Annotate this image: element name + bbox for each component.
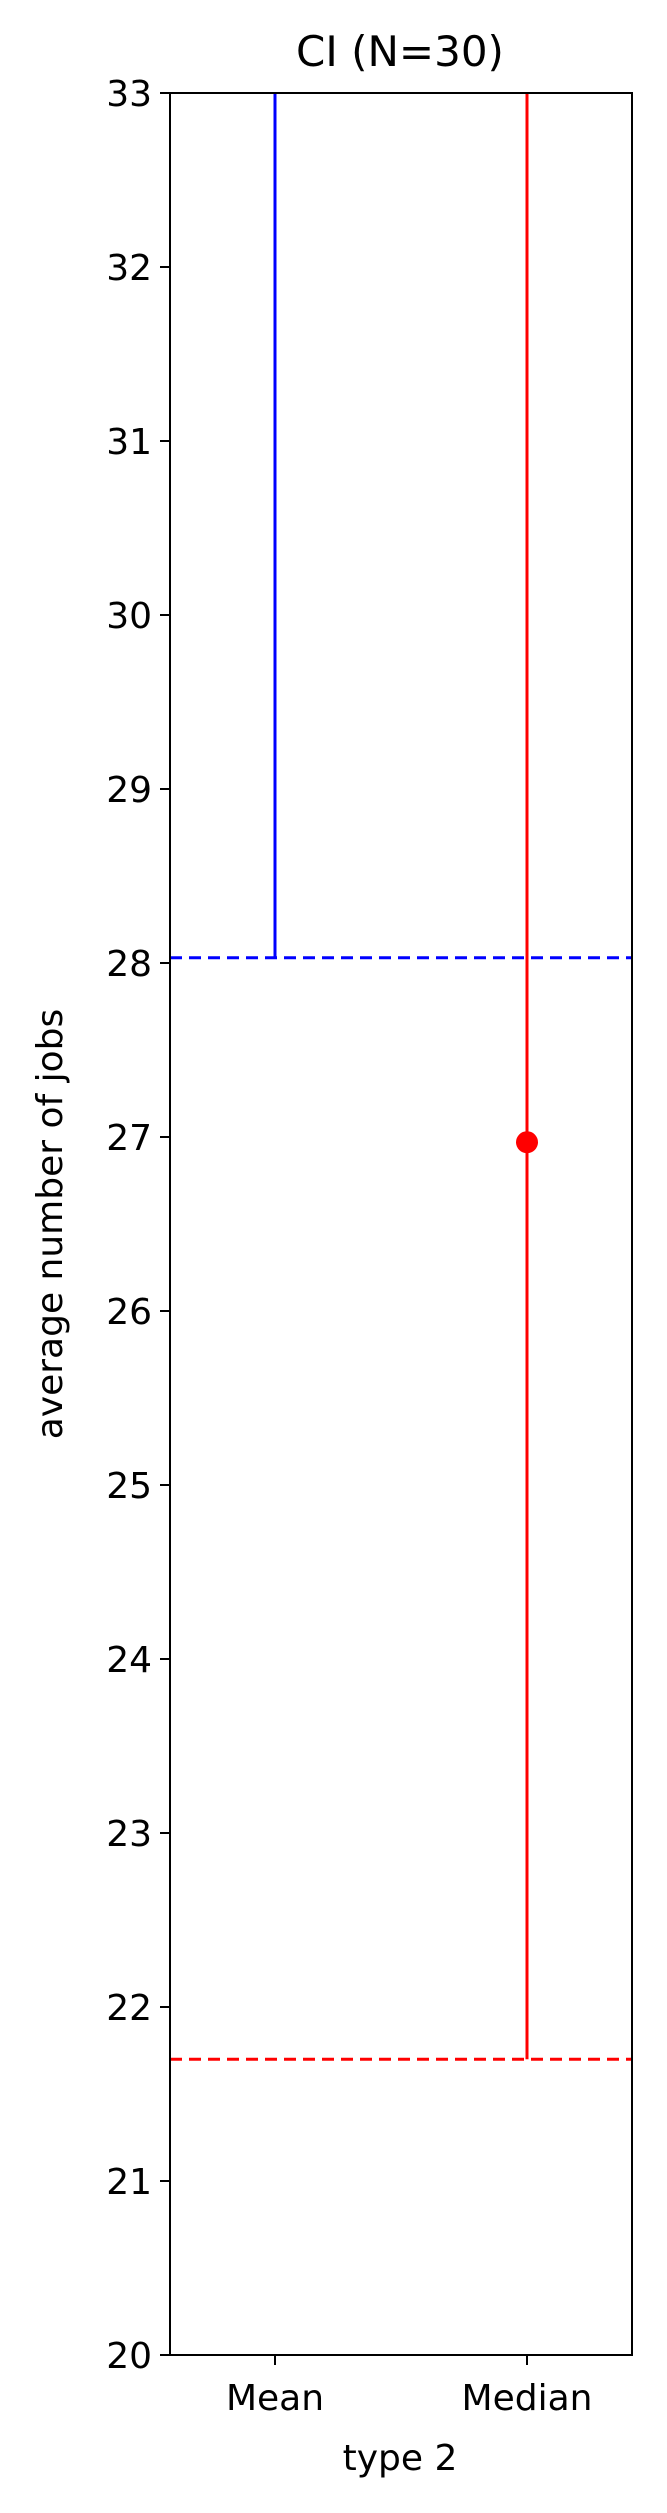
y-tick-label: 30 bbox=[106, 596, 152, 637]
point-median bbox=[516, 1131, 538, 1154]
chart-title: CI (N=30) bbox=[296, 27, 504, 76]
y-axis-label: average number of jobs bbox=[30, 1009, 71, 1440]
y-tick-label: 22 bbox=[106, 1988, 152, 2029]
y-tick-label: 29 bbox=[106, 770, 152, 811]
y-tick-label: 28 bbox=[106, 944, 152, 985]
x-axis-label: type 2 bbox=[343, 2438, 458, 2479]
y-tick-label: 20 bbox=[106, 2336, 152, 2377]
y-tick-label: 24 bbox=[106, 1640, 152, 1681]
x-axis: Mean Median bbox=[226, 2355, 593, 2419]
plot-frame bbox=[169, 92, 633, 2356]
y-tick-label: 32 bbox=[106, 248, 152, 289]
y-tick-label: 27 bbox=[106, 1118, 152, 1159]
x-tick-label-median: Median bbox=[462, 2378, 593, 2419]
plot-marks bbox=[170, 93, 632, 2061]
y-tick-label: 31 bbox=[106, 422, 152, 463]
x-tick-label-mean: Mean bbox=[226, 2378, 324, 2419]
y-tick-label: 26 bbox=[106, 1292, 152, 1333]
y-tick-label: 25 bbox=[106, 1466, 152, 1507]
y-axis: 20 21 22 23 24 25 26 27 28 29 30 31 32 33 bbox=[106, 74, 170, 2377]
y-tick-label: 33 bbox=[106, 74, 152, 115]
y-tick-label: 23 bbox=[106, 1814, 152, 1855]
y-tick-label: 21 bbox=[106, 2162, 152, 2203]
